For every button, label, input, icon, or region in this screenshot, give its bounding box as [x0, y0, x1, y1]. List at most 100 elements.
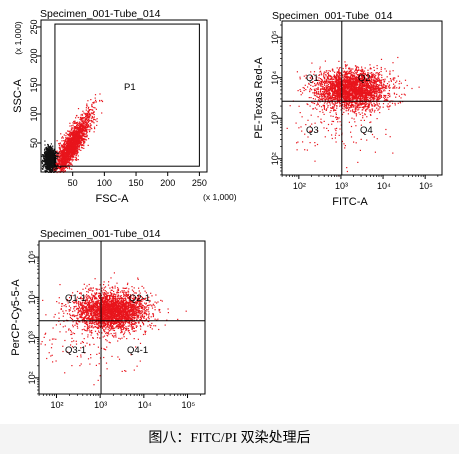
data-point — [68, 142, 71, 145]
data-point — [84, 142, 86, 144]
data-point — [330, 89, 332, 91]
data-point — [50, 147, 52, 149]
data-point — [369, 98, 371, 100]
data-point — [347, 103, 349, 105]
data-point — [373, 85, 376, 87]
data-point — [50, 152, 52, 154]
data-point — [319, 74, 321, 76]
data-point — [73, 129, 75, 131]
data-point — [60, 150, 62, 152]
data-point — [79, 127, 81, 129]
data-point — [44, 152, 46, 154]
data-point — [301, 92, 304, 94]
data-point — [377, 109, 379, 111]
data-point — [377, 85, 379, 88]
data-point — [75, 127, 77, 129]
data-point — [379, 107, 381, 109]
data-point — [76, 132, 78, 134]
data-point — [332, 78, 334, 81]
data-point — [80, 127, 82, 129]
data-point — [70, 152, 72, 154]
data-point — [68, 141, 70, 144]
scatter-points — [41, 93, 104, 174]
data-point — [382, 90, 385, 92]
data-point — [377, 88, 379, 90]
data-point — [367, 81, 369, 83]
data-point — [362, 74, 365, 76]
data-point — [48, 156, 51, 158]
data-point — [374, 96, 376, 98]
data-point — [47, 159, 49, 161]
data-point — [70, 139, 72, 141]
data-point — [346, 64, 348, 66]
data-point — [362, 72, 364, 74]
data-point — [77, 149, 79, 151]
data-point — [77, 147, 79, 149]
data-point — [327, 76, 329, 78]
data-point — [350, 68, 352, 70]
data-point — [378, 86, 380, 88]
data-point — [69, 143, 71, 146]
data-point — [65, 155, 67, 157]
data-point — [79, 138, 81, 140]
data-point — [75, 138, 77, 140]
data-point — [389, 72, 391, 74]
data-point — [47, 150, 49, 152]
data-point — [58, 166, 60, 168]
data-point — [81, 136, 83, 138]
data-point — [71, 149, 73, 151]
data-point — [58, 147, 60, 149]
data-point — [376, 67, 378, 70]
data-point — [77, 135, 79, 137]
data-point — [378, 84, 380, 86]
data-point — [383, 94, 385, 96]
data-point — [87, 117, 89, 119]
data-point — [53, 163, 55, 165]
data-point — [375, 84, 377, 86]
data-point — [73, 126, 76, 128]
data-point — [69, 145, 71, 147]
data-point — [376, 94, 378, 96]
data-point — [62, 137, 64, 139]
data-point — [78, 136, 80, 139]
data-point — [65, 158, 67, 160]
data-point — [56, 158, 58, 160]
data-point — [77, 132, 79, 134]
data-point — [61, 169, 63, 171]
data-point — [389, 96, 391, 98]
data-point — [76, 124, 78, 127]
data-point — [78, 149, 81, 151]
data-point — [335, 102, 337, 104]
data-point — [69, 163, 71, 165]
data-point — [393, 83, 395, 85]
data-point — [72, 135, 74, 137]
data-point — [67, 147, 69, 149]
data-point — [81, 125, 83, 127]
data-point — [92, 117, 94, 119]
data-point — [74, 148, 77, 150]
data-point — [60, 133, 62, 135]
data-point — [75, 147, 77, 149]
data-point — [75, 158, 78, 160]
data-point — [353, 83, 355, 85]
data-point — [323, 76, 325, 78]
data-point — [338, 70, 340, 72]
data-point — [85, 124, 87, 126]
data-point — [378, 103, 380, 105]
data-point — [345, 70, 347, 73]
data-point — [82, 129, 84, 131]
data-point — [73, 148, 75, 150]
data-point — [72, 139, 74, 141]
data-point — [72, 155, 74, 157]
data-point — [76, 150, 79, 152]
data-point — [51, 159, 53, 161]
data-point — [319, 82, 321, 85]
data-point — [75, 135, 77, 137]
data-point — [87, 110, 89, 112]
data-point — [51, 163, 53, 165]
data-point — [320, 84, 322, 86]
data-point — [93, 116, 95, 118]
data-point — [84, 113, 86, 115]
data-point — [65, 140, 67, 142]
